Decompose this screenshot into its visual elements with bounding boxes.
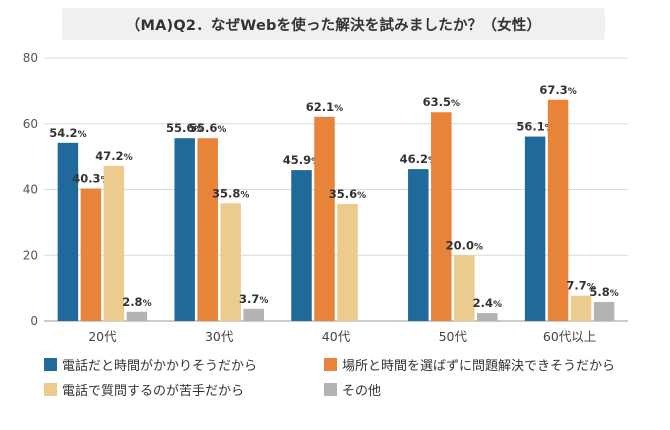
bar — [220, 203, 241, 321]
bar — [80, 188, 102, 321]
y-tick-label: 60 — [23, 117, 38, 131]
data-label: 2.4% — [473, 296, 502, 310]
chart-title-box: （MA)Q2．なぜWebを使った解決を試みましたか？（女性） — [62, 8, 605, 40]
bar — [174, 138, 195, 321]
legend-item: 電話で質問するのが苦手だから — [44, 380, 244, 399]
data-label: 55.6% — [166, 121, 203, 135]
legend-item: 電話だと時間がかかりそうだから — [44, 355, 257, 374]
legend-label: その他 — [342, 384, 382, 399]
data-label: 62.1% — [306, 100, 343, 114]
data-label: 47.2% — [95, 149, 132, 163]
bar — [570, 295, 592, 321]
data-label: 67.3% — [539, 83, 576, 97]
chart-title: （MA)Q2．なぜWebを使った解決を試みましたか？（女性） — [125, 17, 542, 34]
legend-swatch — [44, 383, 57, 396]
data-label: 7.7% — [566, 279, 595, 293]
x-tick-label: 30代 — [205, 329, 234, 344]
bar — [431, 112, 452, 322]
data-label: 63.5% — [423, 95, 460, 109]
bar — [291, 170, 312, 321]
y-tick-label: 40 — [23, 183, 38, 197]
data-label: 20.0% — [446, 238, 483, 252]
bar — [408, 169, 429, 321]
bar — [126, 311, 148, 321]
legend-swatch — [44, 358, 57, 371]
legend-swatch — [324, 358, 337, 371]
legend-label: 電話だと時間がかかりそうだから — [62, 359, 258, 374]
data-label: 5.8% — [589, 285, 618, 299]
data-label: 35.8% — [212, 186, 249, 200]
data-label: 55.6% — [189, 121, 226, 135]
y-tick-label: 80 — [23, 51, 38, 65]
bar — [477, 313, 498, 321]
data-label: 54.2% — [49, 126, 86, 140]
bar — [524, 136, 546, 321]
bar — [103, 165, 125, 321]
x-tick-label: 20代 — [88, 329, 117, 344]
bar — [197, 138, 218, 321]
bar — [593, 301, 615, 321]
x-tick-label: 60代以上 — [543, 329, 596, 344]
bar — [547, 99, 569, 321]
data-label: 3.7% — [239, 292, 268, 306]
legend-swatch — [324, 383, 337, 396]
legend-item: その他 — [324, 380, 381, 399]
data-label: 35.6% — [329, 187, 366, 201]
bar — [314, 116, 335, 321]
x-tick-label: 40代 — [322, 329, 351, 344]
legend-item: 場所と時間を選ばずに問題解決できそうだから — [324, 355, 615, 374]
bar — [243, 308, 264, 321]
bar — [337, 203, 358, 321]
y-tick-label: 20 — [23, 248, 38, 262]
bar — [57, 142, 79, 321]
bar — [454, 255, 475, 321]
y-tick-label: 0 — [30, 314, 38, 328]
data-label: 2.8% — [122, 295, 151, 309]
x-tick-label: 50代 — [439, 329, 468, 344]
legend-label: 場所と時間を選ばずに問題解決できそうだから — [342, 359, 616, 374]
legend-label: 電話で質問するのが苦手だから — [62, 384, 245, 399]
